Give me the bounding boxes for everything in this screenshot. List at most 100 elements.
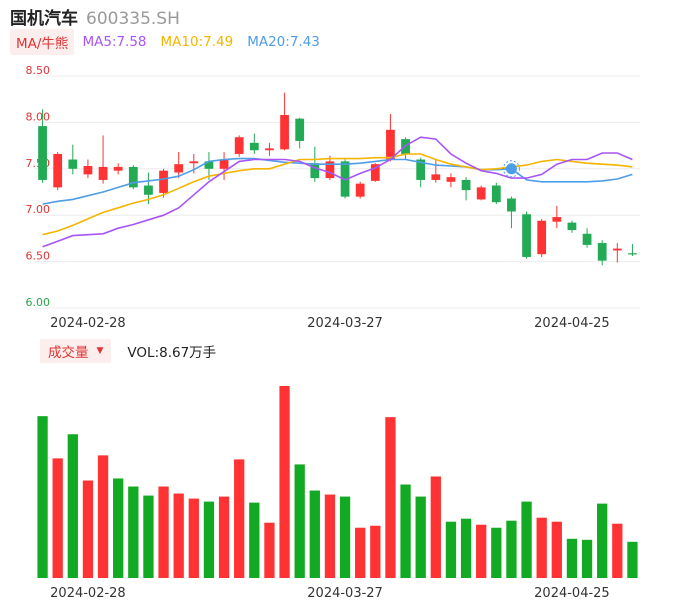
ma10-label: MA10:7.49 — [160, 34, 234, 50]
candle-body — [38, 126, 47, 180]
volume-bar — [97, 455, 109, 578]
volume-bar — [551, 521, 562, 578]
volume-bar — [158, 486, 169, 578]
volume-bar — [400, 484, 411, 578]
y-tick-label: 6.00 — [26, 296, 51, 309]
candle-body — [446, 177, 456, 182]
x-tick-label: 2024-02-28 — [50, 316, 126, 331]
indicator-select[interactable]: 成交量 ▼ — [40, 339, 112, 363]
volume-bar — [597, 503, 608, 578]
volume-bar — [536, 517, 547, 578]
candle-body — [461, 179, 471, 191]
volume-bar — [491, 527, 502, 578]
price-x-axis: 2024-02-28 2024-03-27 2024-04-25 — [50, 316, 610, 331]
candle-body — [628, 253, 637, 255]
candle-body — [325, 161, 335, 179]
candle-body — [113, 166, 123, 171]
volume-bar — [203, 501, 215, 578]
ma5-label: MA5:7.58 — [82, 34, 147, 50]
volume-bar — [128, 486, 139, 578]
ma5-line — [42, 136, 633, 248]
volume-bar — [627, 541, 638, 578]
volume-bar — [445, 521, 457, 578]
caret-down-icon: ▼ — [96, 346, 104, 356]
candle-body — [128, 166, 138, 188]
candle-body — [522, 214, 531, 257]
volume-bar — [67, 434, 78, 578]
ma10-line — [42, 153, 633, 236]
stock-code: 600335.SH — [86, 9, 180, 29]
volume-bar — [385, 417, 396, 578]
volume-bar — [234, 459, 245, 578]
ma20-line — [42, 157, 633, 205]
volume-bar — [521, 501, 532, 578]
volume-x-axis: 2024-02-28 2024-03-27 2024-04-25 — [50, 586, 610, 601]
candle-body — [189, 161, 199, 164]
volume-bar — [370, 525, 381, 578]
volume-legend-bar: 成交量 ▼ VOL:8.67万手 — [40, 339, 217, 363]
candle-body — [597, 243, 607, 261]
y-tick-label: 8.00 — [26, 110, 51, 123]
price-grid — [35, 75, 640, 309]
candle-body — [537, 220, 547, 255]
candle-body — [582, 233, 592, 245]
candle-body — [219, 159, 229, 169]
candle-body — [174, 164, 184, 173]
volume-bar — [218, 496, 230, 578]
volume-bar — [113, 478, 124, 578]
candle-body — [144, 185, 153, 195]
highlight-dot — [505, 163, 517, 175]
candle-body — [234, 137, 244, 154]
volume-bar — [460, 518, 472, 578]
candle-body — [280, 114, 289, 150]
y-tick-label: 8.50 — [26, 64, 51, 77]
ma-legend-bar: MA/牛熊 MA5:7.58 MA10:7.49 MA20:7.43 — [10, 29, 334, 55]
candle-body — [53, 153, 63, 188]
volume-value: VOL:8.67万手 — [127, 345, 217, 361]
highlight-marker — [502, 160, 520, 178]
volume-bar — [355, 527, 366, 578]
volume-bar — [476, 524, 487, 578]
candle-body — [355, 183, 365, 197]
volume-bar — [506, 520, 517, 578]
candle-body — [83, 166, 93, 175]
volume-bar — [324, 494, 336, 578]
x-tick-label: 2024-04-25 — [534, 316, 610, 331]
price-y-axis: 8.508.007.507.006.506.00 — [26, 64, 51, 309]
x-tick-label: 2024-02-28 — [50, 586, 126, 601]
candle-body — [68, 159, 78, 169]
volume-bar — [264, 522, 275, 578]
volume-bar — [294, 464, 305, 578]
ma-lines — [42, 136, 633, 248]
volume-bar — [279, 386, 290, 578]
volume-bar — [566, 538, 578, 578]
candle-body — [476, 187, 486, 200]
candle-body — [612, 248, 622, 251]
candlestick-series — [38, 92, 637, 266]
y-tick-label: 6.50 — [26, 250, 51, 263]
candle-body — [386, 129, 395, 160]
volume-bar — [143, 495, 154, 578]
volume-bar — [612, 523, 623, 578]
volume-bar — [415, 496, 426, 578]
volume-bar — [173, 493, 184, 578]
header: 国机汽车 600335.SH — [10, 4, 180, 29]
candle-body — [416, 159, 426, 180]
candle-body — [431, 174, 441, 180]
volume-bar — [82, 480, 94, 578]
volume-bar — [188, 498, 199, 578]
x-tick-label: 2024-04-25 — [534, 586, 610, 601]
volume-bar — [37, 416, 48, 578]
ma-mode-toggle[interactable]: MA/牛熊 — [10, 29, 75, 55]
candle-body — [552, 217, 562, 222]
ma20-label: MA20:7.43 — [247, 34, 320, 50]
highlight-ring — [502, 160, 520, 178]
y-tick-label: 7.00 — [26, 203, 51, 216]
volume-bar — [52, 458, 63, 578]
candle-body — [370, 164, 380, 181]
volume-bar — [581, 539, 593, 578]
stock-name: 国机汽车 — [10, 9, 78, 29]
candle-body — [265, 148, 274, 151]
candle-body — [159, 170, 168, 193]
